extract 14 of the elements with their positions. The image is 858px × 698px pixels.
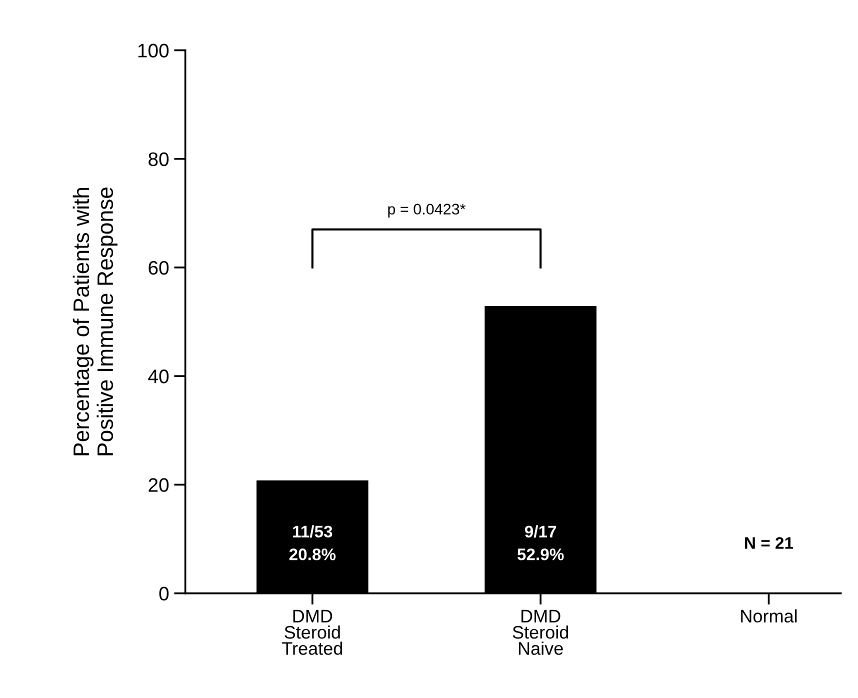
y-tick-label: 40 — [148, 370, 169, 384]
y-tick-label: 0 — [159, 586, 169, 601]
y-tick-label: 100 — [138, 44, 169, 58]
annotation: p = 0.0423* — [388, 204, 466, 218]
data-label: 11/53 20.8% — [289, 525, 336, 560]
x-tick-label: Normal — [741, 609, 797, 623]
y-tick-label: 60 — [148, 260, 169, 275]
y-tick-label: 80 — [148, 152, 169, 166]
x-tick-label: DMD Steroid Naive — [512, 610, 568, 655]
y-tick-label: 20 — [148, 478, 169, 492]
data-label: 9/17 52.9% — [517, 525, 564, 560]
x-tick-label: DMD Steroid Treated — [282, 610, 342, 655]
y-axis-title: Percentage of Patients with Positive Immune Response — [72, 188, 118, 456]
annotation: N = 21 — [745, 537, 794, 549]
